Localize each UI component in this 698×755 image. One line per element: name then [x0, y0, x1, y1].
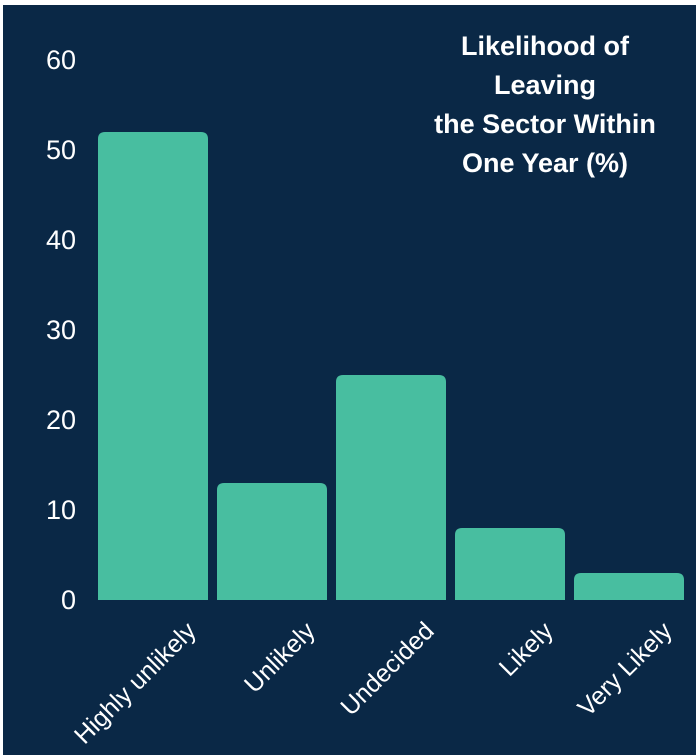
x-tick-label-3: Likely: [494, 617, 559, 682]
y-tick-label-6: 60: [46, 45, 76, 75]
y-tick-label-0: 0: [61, 585, 76, 615]
bar-3: [455, 528, 565, 600]
y-tick-label-5: 50: [46, 135, 76, 165]
chart-title-line-1: Likelihood of: [461, 31, 629, 61]
x-tick-label-0: Highly unlikely: [69, 617, 202, 750]
bar-0: [98, 132, 208, 600]
y-tick-label-4: 40: [46, 225, 76, 255]
chart-title-line-3: the Sector Within: [434, 109, 656, 139]
bar-4: [574, 573, 684, 600]
y-tick-label-2: 20: [46, 405, 76, 435]
x-tick-label-4: Very Likely: [572, 617, 678, 723]
x-tick-label-2: Undecided: [335, 617, 439, 721]
y-tick-label-1: 10: [46, 495, 76, 525]
x-tick-label-1: Unlikely: [239, 617, 321, 699]
chart-title-line-4: One Year (%): [461, 148, 629, 178]
bar-1: [217, 483, 327, 600]
y-tick-label-3: 30: [46, 315, 76, 345]
bar-2: [336, 375, 446, 600]
chart-title: Likelihood of Leaving the Sector Within …: [415, 27, 675, 183]
chart-title-line-2: Leaving: [493, 70, 597, 100]
